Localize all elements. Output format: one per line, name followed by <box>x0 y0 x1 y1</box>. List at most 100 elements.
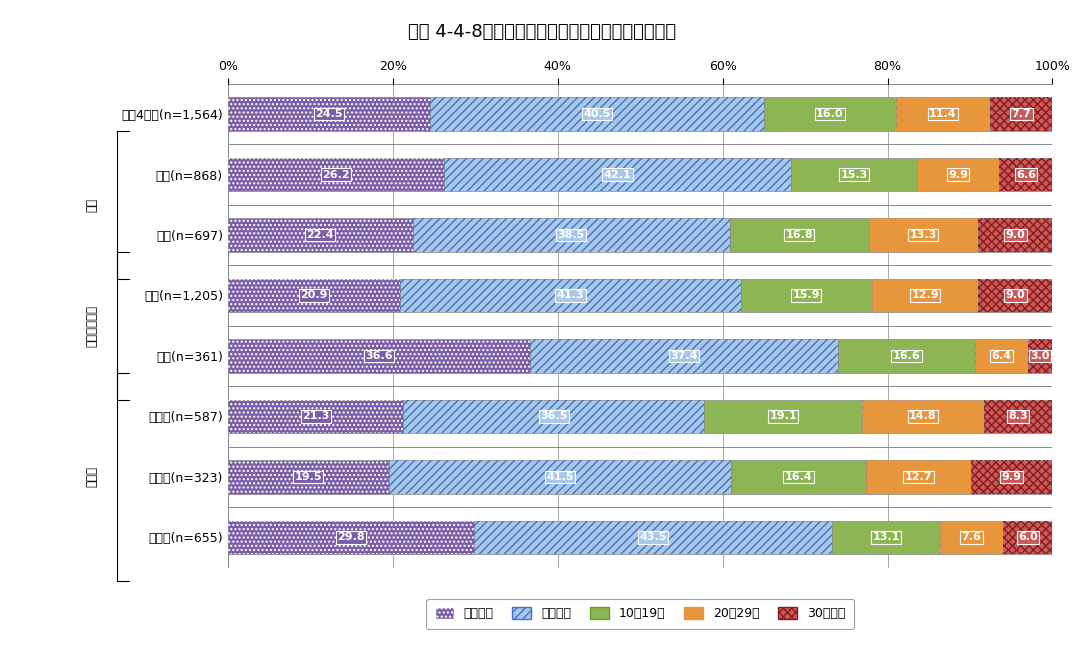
Bar <box>228 461 388 493</box>
Bar <box>404 400 704 433</box>
Bar <box>404 400 704 433</box>
Bar <box>941 521 1003 554</box>
Bar <box>999 158 1054 191</box>
Bar <box>861 400 984 433</box>
Bar <box>228 339 529 373</box>
Bar <box>832 521 941 554</box>
Text: 36.5: 36.5 <box>540 412 567 421</box>
Bar <box>917 158 999 191</box>
Text: 6.6: 6.6 <box>1016 170 1036 179</box>
Text: 6.0: 6.0 <box>1018 532 1037 542</box>
Bar <box>730 219 869 252</box>
Bar <box>984 400 1052 433</box>
Bar <box>412 219 730 252</box>
Bar <box>869 219 979 252</box>
Text: 図表 4-4-8　大学４年生、採用面接を受けた企業数: 図表 4-4-8 大学４年生、採用面接を受けた企業数 <box>408 23 677 41</box>
Bar <box>869 219 979 252</box>
Bar <box>228 279 400 312</box>
Bar <box>979 219 1052 252</box>
Bar <box>228 279 400 312</box>
Text: 14.8: 14.8 <box>909 412 936 421</box>
Bar <box>473 521 832 554</box>
Text: 21.3: 21.3 <box>302 412 330 421</box>
Text: 16.8: 16.8 <box>786 230 813 240</box>
Bar <box>838 339 975 373</box>
Text: 9.9: 9.9 <box>1001 472 1022 482</box>
Bar <box>412 219 730 252</box>
Bar <box>971 461 1052 493</box>
Bar <box>730 219 869 252</box>
Bar <box>984 400 1052 433</box>
Bar <box>990 97 1054 131</box>
Text: 3.0: 3.0 <box>1031 351 1050 361</box>
Bar <box>741 279 872 312</box>
Bar <box>872 279 979 312</box>
Text: 42.1: 42.1 <box>603 170 631 179</box>
Bar <box>704 400 861 433</box>
Bar <box>444 158 791 191</box>
Bar <box>228 400 404 433</box>
Text: 19.1: 19.1 <box>769 412 797 421</box>
Text: 6.4: 6.4 <box>992 351 1011 361</box>
Bar <box>731 461 866 493</box>
Bar <box>228 219 412 252</box>
Text: 15.3: 15.3 <box>841 170 868 179</box>
Text: 9.0: 9.0 <box>1006 230 1025 240</box>
Bar <box>228 97 430 131</box>
Text: 43.5: 43.5 <box>639 532 666 542</box>
Bar <box>975 339 1027 373</box>
Text: 15.9: 15.9 <box>792 290 820 301</box>
Bar <box>838 339 975 373</box>
Bar <box>473 521 832 554</box>
Bar <box>400 279 741 312</box>
Text: 13.3: 13.3 <box>910 230 937 240</box>
Bar <box>971 461 1052 493</box>
Bar <box>941 521 1003 554</box>
Bar <box>704 400 861 433</box>
Text: 13.1: 13.1 <box>872 532 899 542</box>
Text: 22.4: 22.4 <box>306 230 334 240</box>
Bar <box>764 97 896 131</box>
Bar <box>791 158 917 191</box>
Text: 24.5: 24.5 <box>315 109 343 119</box>
Text: 8.3: 8.3 <box>1008 412 1029 421</box>
Bar <box>430 97 764 131</box>
Text: 16.0: 16.0 <box>816 109 843 119</box>
Text: 19.5: 19.5 <box>294 472 322 482</box>
Text: 7.6: 7.6 <box>961 532 982 542</box>
Text: 12.9: 12.9 <box>911 290 939 301</box>
Bar <box>866 461 971 493</box>
Text: 20.9: 20.9 <box>301 290 328 301</box>
Text: 26.2: 26.2 <box>322 170 349 179</box>
Text: 29.8: 29.8 <box>337 532 365 542</box>
Text: 41.5: 41.5 <box>546 472 574 482</box>
Bar <box>228 521 473 554</box>
Bar <box>228 521 473 554</box>
Bar <box>866 461 971 493</box>
Text: 7.7: 7.7 <box>1011 109 1032 119</box>
Text: 40.5: 40.5 <box>583 109 611 119</box>
Bar <box>228 400 404 433</box>
Text: 地域別: 地域別 <box>86 466 99 488</box>
Bar <box>741 279 872 312</box>
Text: 文系・理系別: 文系・理系別 <box>86 304 99 347</box>
Bar <box>228 158 444 191</box>
Bar <box>400 279 741 312</box>
Bar <box>1003 521 1052 554</box>
Bar <box>228 219 412 252</box>
Bar <box>764 97 896 131</box>
Bar <box>979 219 1052 252</box>
Text: 16.4: 16.4 <box>784 472 813 482</box>
Bar <box>444 158 791 191</box>
Text: 37.4: 37.4 <box>671 351 698 361</box>
Text: 9.9: 9.9 <box>948 170 968 179</box>
Bar <box>529 339 838 373</box>
Bar <box>975 339 1027 373</box>
Text: 41.3: 41.3 <box>557 290 584 301</box>
Text: 38.5: 38.5 <box>558 230 585 240</box>
Bar <box>388 461 731 493</box>
Text: 性別: 性別 <box>86 198 99 212</box>
Bar <box>896 97 990 131</box>
Bar <box>990 97 1054 131</box>
Bar <box>430 97 764 131</box>
